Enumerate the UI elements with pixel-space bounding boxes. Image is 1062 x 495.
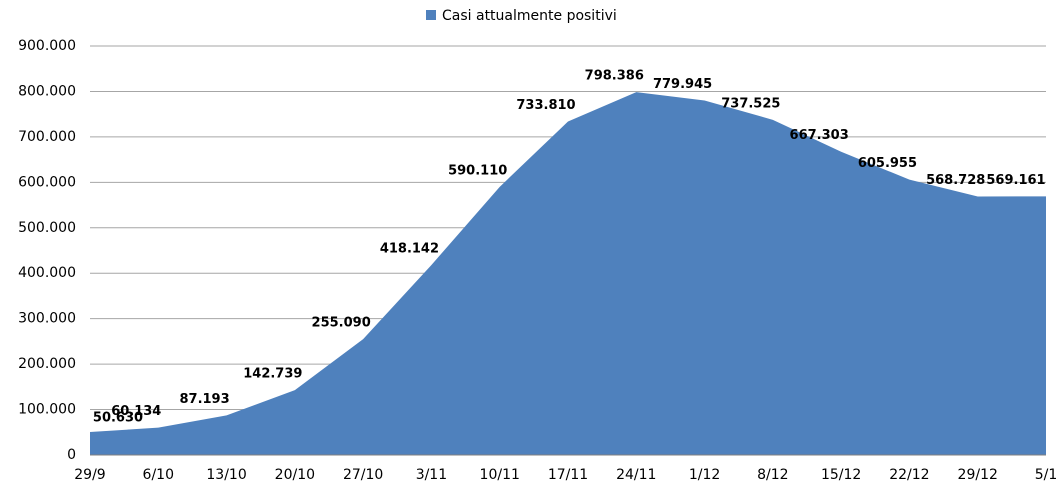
y-tick-label: 300.000 (18, 311, 76, 327)
x-tick-label: 15/12 (821, 467, 861, 483)
data-label: 779.945 (653, 77, 712, 92)
y-tick-label: 500.000 (18, 220, 76, 236)
x-tick-label: 22/12 (889, 467, 929, 483)
x-tick-label: 10/11 (480, 467, 520, 483)
data-label: 733.810 (516, 98, 575, 113)
data-label: 418.142 (380, 241, 439, 256)
data-label: 667.303 (790, 128, 849, 143)
x-tick-label: 1/12 (689, 467, 720, 483)
data-label: 142.739 (243, 367, 302, 382)
x-tick-label: 17/11 (548, 467, 588, 483)
y-tick-label: 900.000 (18, 38, 76, 54)
x-tick-label: 5/1 (1035, 467, 1058, 483)
data-label: 569.161 (986, 173, 1045, 188)
area (90, 92, 1046, 455)
y-tick-label: 600.000 (18, 174, 76, 190)
data-label: 798.386 (585, 69, 644, 84)
x-tick-label: 6/10 (143, 467, 174, 483)
data-label: 590.110 (448, 163, 507, 178)
y-tick-label: 0 (67, 447, 76, 463)
legend-swatch (426, 10, 436, 20)
data-label: 737.525 (721, 96, 780, 111)
x-tick-label: 8/12 (757, 467, 788, 483)
legend-label: Casi attualmente positivi (442, 8, 617, 24)
data-label: 50.630 (93, 410, 143, 425)
x-tick-label: 20/10 (275, 467, 315, 483)
y-tick-label: 200.000 (18, 356, 76, 372)
x-tick-label: 27/10 (343, 467, 383, 483)
data-label: 60.134 (111, 404, 161, 419)
data-label: 255.090 (312, 316, 371, 331)
y-tick-label: 100.000 (18, 402, 76, 418)
data-label: 87.193 (179, 392, 229, 407)
y-tick-label: 700.000 (18, 129, 76, 145)
x-tick-label: 24/11 (616, 467, 656, 483)
data-label: 605.955 (858, 156, 917, 171)
x-tick-label: 29/9 (74, 467, 105, 483)
x-tick-label: 29/12 (958, 467, 998, 483)
y-tick-label: 800.000 (18, 83, 76, 99)
y-tick-label: 400.000 (18, 265, 76, 281)
x-tick-label: 13/10 (206, 467, 246, 483)
data-label: 568.728 (926, 173, 985, 188)
x-tick-label: 3/11 (416, 467, 447, 483)
